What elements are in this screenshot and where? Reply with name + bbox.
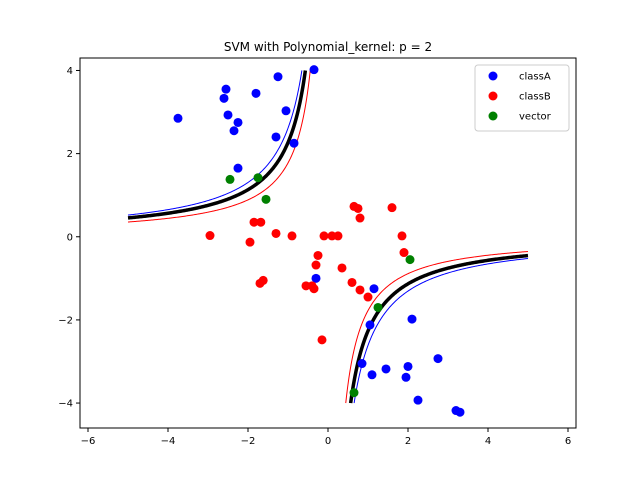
legend-marker-classB xyxy=(488,91,498,101)
classA-point xyxy=(289,138,299,148)
legend: classA classB vector xyxy=(474,64,570,132)
classB-point xyxy=(311,260,321,270)
classB-point xyxy=(317,335,327,345)
x-tick-label: −6 xyxy=(81,436,96,447)
y-tick-label: 4 xyxy=(67,66,73,77)
classA-point xyxy=(311,273,321,283)
classB-point xyxy=(387,203,397,213)
margin-line-positive-1 xyxy=(127,70,303,216)
classB-point xyxy=(333,231,343,241)
classA-point xyxy=(369,284,379,294)
classB-point xyxy=(399,248,409,258)
y-tick-label: 0 xyxy=(67,232,73,243)
x-tick-label: −4 xyxy=(161,436,176,447)
classB-point xyxy=(363,292,373,302)
classB-point xyxy=(309,284,319,294)
classA-point xyxy=(367,370,377,380)
classA-point xyxy=(281,106,291,116)
legend-label-vector: vector xyxy=(519,112,552,123)
classA-point xyxy=(223,110,233,120)
margin-line-positive-2 xyxy=(353,257,529,404)
legend-label-classB: classB xyxy=(519,92,551,103)
axes: −6 −4 −2 0 2 4 6 −4 −2 0 2 4 xyxy=(58,57,577,447)
vector-point xyxy=(373,302,383,312)
decision-boundary-line-1 xyxy=(127,70,308,220)
x-tick-label: 4 xyxy=(485,436,491,447)
vector-point xyxy=(261,194,271,204)
vector-point xyxy=(253,173,263,183)
classA-point xyxy=(413,395,423,405)
classA-point xyxy=(173,113,183,123)
classB-point xyxy=(258,275,268,285)
classB-point xyxy=(205,231,215,241)
classA-point xyxy=(357,359,367,369)
legend-label-classA: classA xyxy=(519,72,551,83)
y-tick-label: 2 xyxy=(67,149,73,160)
classB-point xyxy=(347,277,357,287)
vector-point xyxy=(349,388,359,398)
chart-title: SVM with Polynomial_kernel: p = 2 xyxy=(224,40,432,54)
classA-point xyxy=(271,132,281,142)
classA-point xyxy=(403,361,413,371)
classA-point xyxy=(401,372,411,382)
legend-marker-classA xyxy=(488,71,498,81)
classB-point xyxy=(271,228,281,238)
classA-point xyxy=(221,84,231,94)
legend-marker-vector xyxy=(488,111,498,121)
classB-point xyxy=(319,231,329,241)
vector-point xyxy=(225,174,235,184)
classB-point xyxy=(249,217,259,227)
y-tick-label: −2 xyxy=(58,315,73,326)
classA-point xyxy=(407,314,417,324)
classA-point xyxy=(455,407,465,417)
classA-point xyxy=(309,65,319,75)
scatter-points xyxy=(173,65,465,417)
margin-line-negative-2 xyxy=(345,251,529,404)
classB-point xyxy=(355,213,365,223)
x-tick-label: 2 xyxy=(405,436,411,447)
classB-point xyxy=(245,237,255,247)
x-tick-label: 6 xyxy=(565,436,571,447)
vector-point xyxy=(405,255,415,265)
classA-point xyxy=(273,72,283,82)
classA-point xyxy=(433,354,443,364)
classA-point xyxy=(229,126,239,136)
classB-point xyxy=(287,231,297,241)
y-tick-label: −4 xyxy=(58,399,73,410)
x-tick-label: 0 xyxy=(325,436,331,447)
classB-point xyxy=(337,263,347,273)
classA-point xyxy=(251,88,261,98)
classB-point xyxy=(397,231,407,241)
classB-point xyxy=(313,250,323,260)
classA-point xyxy=(233,163,243,173)
classA-point xyxy=(233,117,243,127)
classB-point xyxy=(256,217,266,227)
classA-point xyxy=(381,364,391,374)
classB-point xyxy=(353,203,363,213)
legend-box xyxy=(474,64,570,132)
x-tick-label: −2 xyxy=(241,436,256,447)
classA-point xyxy=(365,320,375,330)
classA-point xyxy=(219,93,229,103)
margin-line-negative-1 xyxy=(127,70,311,223)
classB-point xyxy=(355,285,365,295)
